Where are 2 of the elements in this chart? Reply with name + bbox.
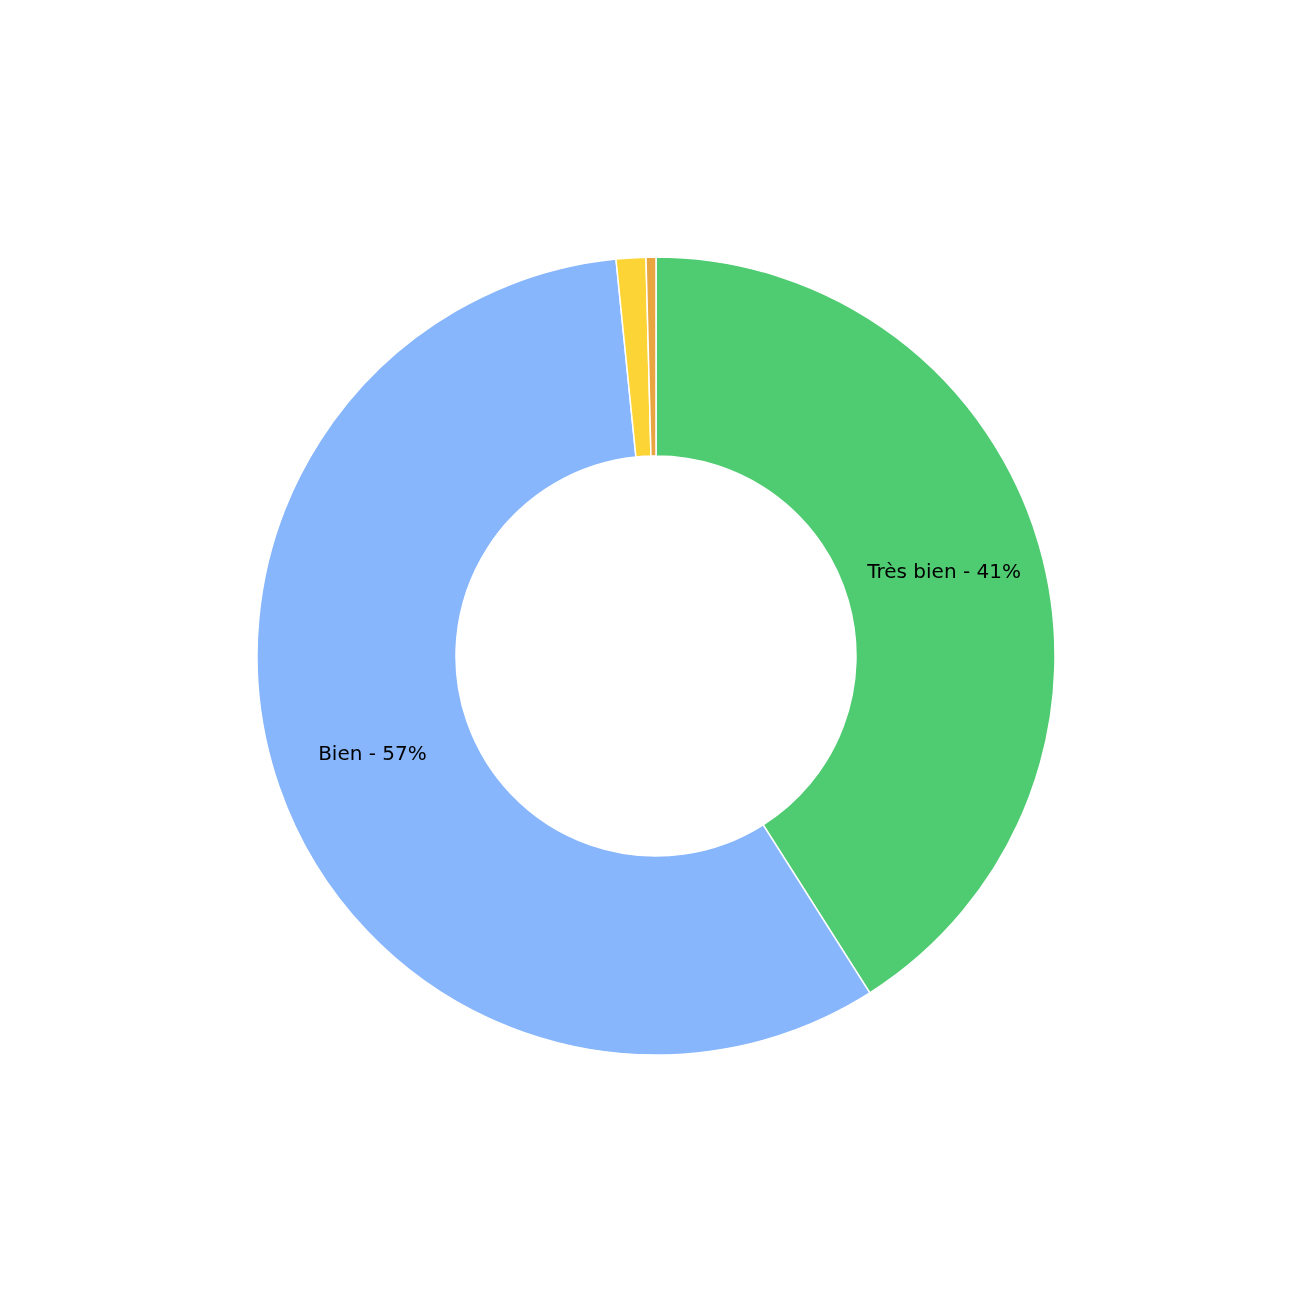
slice-label: Bien - 57% [318,741,427,766]
slice-label: Très bien - 41% [866,559,1021,584]
